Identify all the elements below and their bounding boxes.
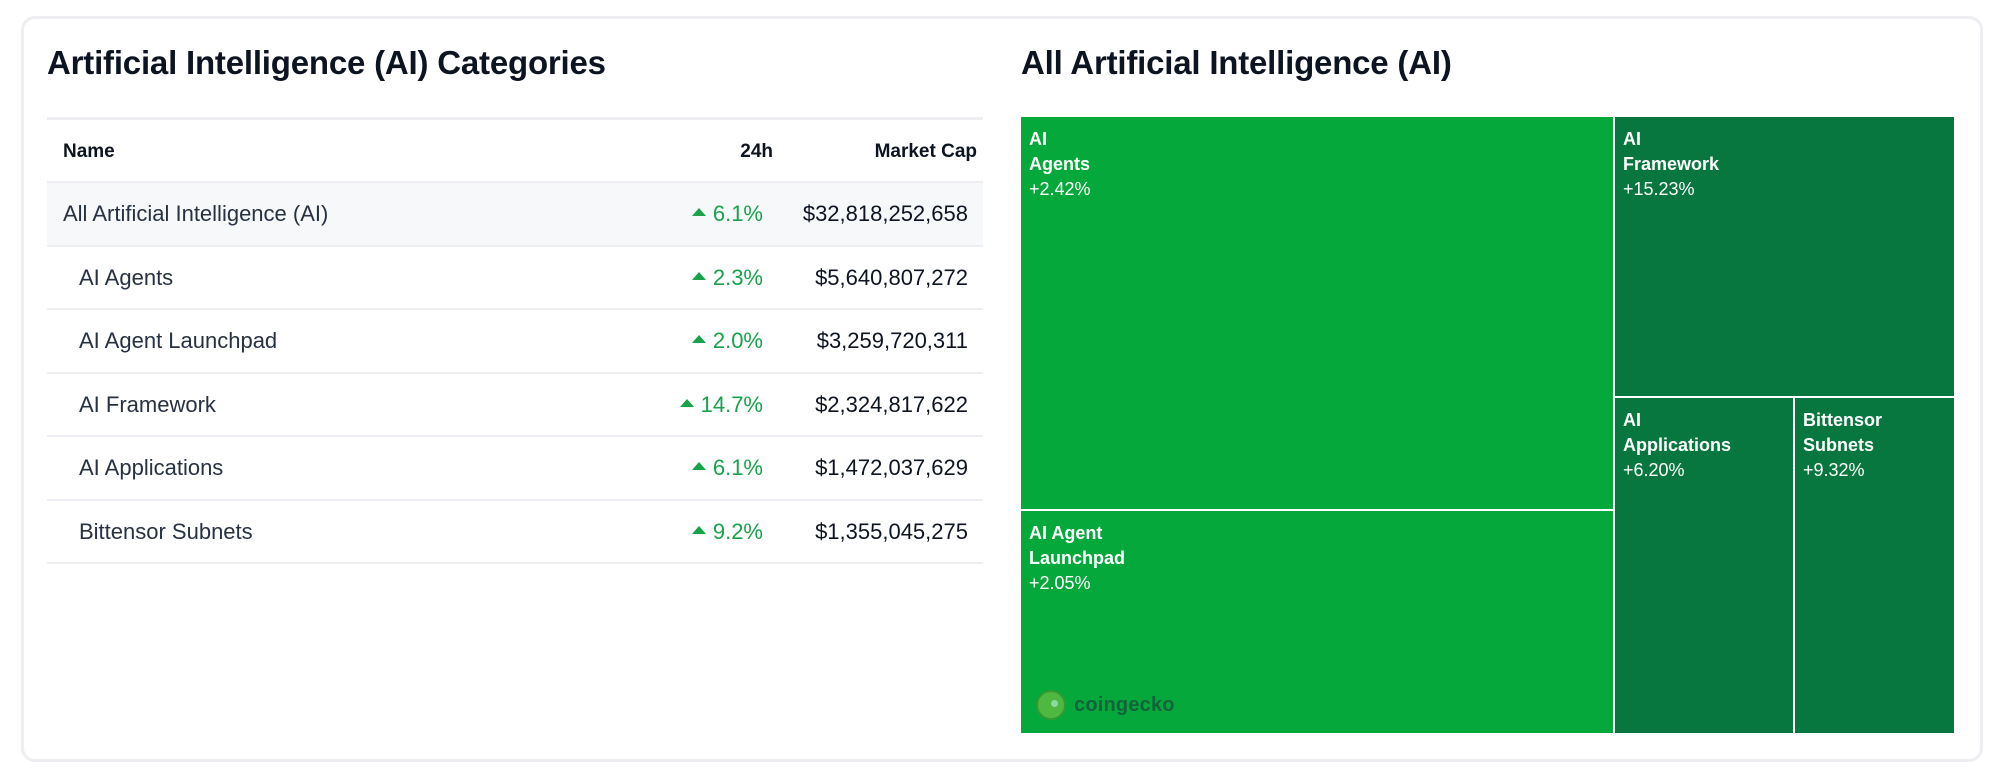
- change-value: 6.1%: [712, 201, 763, 226]
- change-value: 6.1%: [712, 455, 763, 480]
- category-name[interactable]: AI Agents: [79, 264, 174, 290]
- change-value: 14.7%: [700, 391, 763, 417]
- market-cap-value: $1,355,045,275: [815, 518, 968, 544]
- table-row[interactable]: AI Applications 6.1% $1,472,037,629: [47, 437, 983, 501]
- table-row[interactable]: AI Framework 14.7% $2,324,817,622: [47, 374, 983, 437]
- treemap-cell-change: +2.42%: [1029, 179, 1091, 199]
- logo-wordmark: coingecko: [1074, 693, 1175, 716]
- change-value: 9.2%: [712, 518, 763, 544]
- change-24h: 14.7%: [679, 391, 763, 418]
- caret-up-icon: [679, 398, 694, 407]
- treemap-cell-label: AI Agents: [1029, 129, 1091, 174]
- caret-up-icon: [691, 462, 706, 470]
- col-market-cap-header[interactable]: Market Cap: [874, 141, 977, 162]
- treemap-cell-change: +6.20%: [1623, 460, 1685, 480]
- treemap: AI Agents +2.42% AI Agent Launchpad +2.05% A…: [1020, 116, 1955, 734]
- table-row[interactable]: Bittensor Subnets 9.2% $1,355,045,275: [47, 501, 983, 564]
- market-cap-value: $5,640,807,272: [815, 264, 968, 290]
- change-24h: 9.2%: [691, 518, 763, 545]
- caret-up-icon: [691, 335, 706, 343]
- category-name[interactable]: AI Applications: [79, 455, 224, 480]
- change-24h: 6.1%: [691, 201, 763, 227]
- table-header: Name 24h Market Cap: [47, 120, 983, 183]
- col-name-header[interactable]: Name: [63, 141, 115, 162]
- gecko-icon: [1036, 690, 1066, 720]
- category-name[interactable]: AI Agent Launchpad: [79, 328, 278, 353]
- col-24h-header[interactable]: 24h: [740, 141, 773, 162]
- change-value: 2.0%: [712, 328, 763, 353]
- treemap-cell-label: AI Framework: [1623, 129, 1720, 174]
- market-cap-value: $1,472,037,629: [815, 455, 968, 480]
- caret-up-icon: [691, 525, 706, 534]
- table-row[interactable]: AI Agents 2.3% $5,640,807,272: [47, 247, 983, 310]
- categories-table: Name 24h Market Cap All Artificial Intel…: [47, 117, 983, 564]
- change-24h: 2.3%: [691, 264, 763, 291]
- category-name[interactable]: AI Framework: [79, 391, 216, 417]
- caret-up-icon: [691, 208, 706, 216]
- caret-up-icon: [691, 271, 706, 280]
- category-name[interactable]: All Artificial Intelligence (AI): [63, 201, 329, 226]
- treemap-cell-label: AI Applications: [1623, 410, 1732, 455]
- treemap-cell-label: AI Agent Launchpad: [1029, 523, 1126, 568]
- treemap-cell-change: +9.32%: [1803, 460, 1865, 480]
- category-name[interactable]: Bittensor Subnets: [79, 518, 253, 544]
- treemap-cell-label: Bittensor Subnets: [1803, 410, 1883, 455]
- coingecko-logo: coingecko: [1036, 690, 1175, 720]
- market-cap-value: $32,818,252,658: [802, 201, 968, 226]
- market-cap-value: $2,324,817,622: [815, 391, 968, 417]
- treemap-cell-change: +15.23%: [1623, 179, 1695, 199]
- change-24h: 2.0%: [691, 328, 763, 354]
- change-24h: 6.1%: [691, 455, 763, 481]
- treemap-cell[interactable]: AI Applications +6.20%: [1614, 397, 1794, 734]
- treemap-cell[interactable]: AI Framework +15.23%: [1614, 116, 1955, 397]
- treemap-title: All Artificial Intelligence (AI): [1021, 44, 1452, 81]
- treemap-cell[interactable]: Bittensor Subnets +9.32%: [1794, 397, 1955, 734]
- treemap-cell[interactable]: AI Agents +2.42%: [1020, 116, 1614, 510]
- categories-title: Artificial Intelligence (AI) Categories: [47, 44, 606, 81]
- table-row[interactable]: AI Agent Launchpad 2.0% $3,259,720,311: [47, 310, 983, 374]
- treemap-cell-change: +2.05%: [1029, 573, 1091, 593]
- treemap-cell[interactable]: AI Agent Launchpad +2.05%: [1020, 510, 1614, 734]
- market-cap-value: $3,259,720,311: [816, 328, 968, 353]
- table-row[interactable]: All Artificial Intelligence (AI) 6.1% $32,…: [47, 183, 983, 247]
- change-value: 2.3%: [712, 264, 763, 290]
